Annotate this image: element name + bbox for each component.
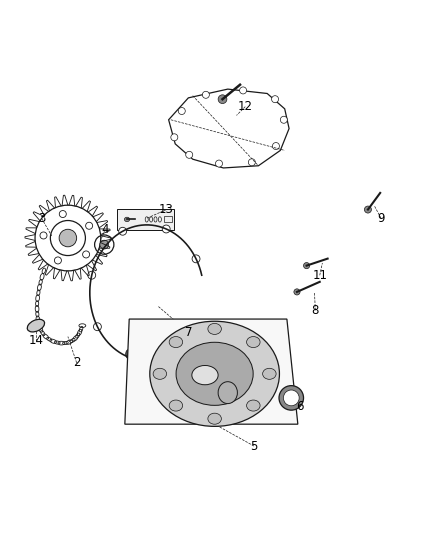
Circle shape (240, 87, 247, 94)
Text: 9: 9 (377, 212, 385, 225)
Circle shape (85, 222, 92, 229)
FancyBboxPatch shape (117, 209, 174, 230)
Circle shape (218, 95, 227, 103)
Circle shape (88, 271, 95, 279)
Ellipse shape (192, 366, 218, 385)
Circle shape (54, 257, 61, 264)
Circle shape (364, 206, 371, 213)
Text: 6: 6 (296, 400, 304, 413)
Circle shape (148, 357, 155, 365)
Text: 12: 12 (238, 100, 253, 113)
Ellipse shape (247, 336, 260, 348)
Circle shape (128, 354, 136, 362)
Circle shape (192, 255, 200, 263)
Circle shape (280, 116, 287, 123)
Text: 3: 3 (38, 212, 45, 225)
Circle shape (272, 142, 279, 150)
Ellipse shape (169, 400, 183, 411)
Circle shape (272, 96, 279, 103)
Ellipse shape (169, 336, 183, 348)
Circle shape (215, 160, 223, 167)
Ellipse shape (247, 400, 260, 411)
Ellipse shape (176, 342, 253, 405)
Circle shape (248, 159, 255, 166)
Circle shape (171, 134, 178, 141)
Ellipse shape (27, 319, 45, 332)
Circle shape (100, 240, 109, 249)
Ellipse shape (150, 321, 279, 426)
Circle shape (93, 323, 101, 330)
Circle shape (283, 390, 299, 406)
Text: 11: 11 (312, 269, 327, 282)
Circle shape (119, 227, 127, 235)
Ellipse shape (126, 349, 133, 359)
Ellipse shape (263, 368, 276, 379)
Ellipse shape (218, 382, 237, 403)
Text: 2: 2 (73, 357, 81, 369)
Text: 13: 13 (159, 203, 174, 216)
Circle shape (162, 225, 170, 233)
Text: 4: 4 (101, 223, 109, 236)
Ellipse shape (124, 217, 130, 222)
Ellipse shape (208, 413, 221, 424)
Ellipse shape (153, 368, 166, 379)
Circle shape (279, 386, 304, 410)
Circle shape (186, 151, 193, 158)
Circle shape (202, 91, 209, 98)
Text: 7: 7 (184, 326, 192, 338)
Ellipse shape (208, 324, 221, 334)
Circle shape (304, 263, 310, 269)
Text: 8: 8 (312, 304, 319, 317)
Circle shape (40, 232, 47, 239)
Circle shape (83, 251, 90, 258)
Circle shape (294, 289, 300, 295)
Text: 5: 5 (251, 440, 258, 453)
Polygon shape (125, 319, 298, 424)
Circle shape (59, 229, 77, 247)
Circle shape (178, 108, 185, 115)
Text: 14: 14 (28, 335, 43, 348)
Circle shape (59, 211, 66, 217)
